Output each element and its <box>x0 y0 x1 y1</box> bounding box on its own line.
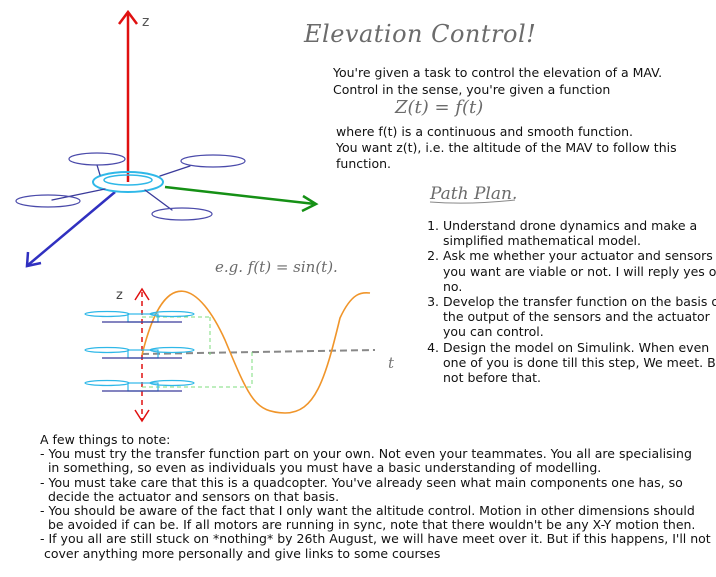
plot-z-label: z <box>116 288 123 303</box>
note-item: - If you all are still stuck on *nothing… <box>40 531 711 561</box>
note-item: - You should be aware of the fact that I… <box>40 503 696 533</box>
path-plan-step: Ask me whether your actuator and sensors… <box>443 248 716 294</box>
example-label: e.g. f(t) = sin(t). <box>215 258 338 276</box>
page-title: Elevation Control! <box>304 20 537 48</box>
quadcopter-sketch <box>15 152 246 221</box>
rotor-front-right <box>180 154 246 168</box>
plot-t-label: t <box>388 354 395 372</box>
path-plan-step: Understand drone dynamics and make a sim… <box>443 218 716 248</box>
path-plan-title: Path Plan. <box>430 184 518 204</box>
x-axis <box>27 191 116 266</box>
sine-plot <box>134 287 376 423</box>
desc-line-1: where f(t) is a continuous and smooth fu… <box>336 124 634 139</box>
desc-line-2: You want z(t), i.e. the altitude of the … <box>336 140 677 171</box>
y-axis <box>164 185 316 206</box>
sine-curve <box>141 290 371 414</box>
intro-line-2: Control in the sense, you're given a fun… <box>333 82 611 97</box>
notes-heading: A few things to note: <box>40 432 171 447</box>
rotor-back-right <box>151 207 213 221</box>
y-axis-arrowhead <box>301 194 319 213</box>
note-item: - You must take care that this is a quad… <box>40 474 683 504</box>
quadcopter-axes <box>25 9 319 268</box>
drone-side-middle <box>84 346 195 359</box>
note-item: - You must try the transfer function par… <box>40 446 692 476</box>
axis-z-label: z <box>142 14 149 30</box>
notes-section: A few things to note: - You must try the… <box>40 432 716 561</box>
intro-line-1: You're given a task to control the eleva… <box>333 65 663 80</box>
function-description: where f(t) is a continuous and smooth fu… <box>336 124 706 172</box>
function-formula: Z(t) = f(t) <box>395 97 484 118</box>
drone-side-bottom <box>84 379 195 392</box>
path-plan-steps: Understand drone dynamics and make a sim… <box>425 218 716 385</box>
drone-body <box>92 171 164 193</box>
x-axis-arrowhead <box>25 251 42 268</box>
path-plan-step: Design the model on Simulink. When even … <box>443 340 716 386</box>
path-plan-step: Develop the transfer function on the bas… <box>443 294 716 340</box>
drone-side-views <box>84 310 195 392</box>
drone-side-top <box>84 310 195 323</box>
plot-t-axis <box>141 349 376 355</box>
z-axis-arrowhead <box>118 9 138 25</box>
rotor-front-left <box>68 152 126 166</box>
intro-block: You're given a task to control the eleva… <box>333 64 662 98</box>
rotor-back-left <box>15 194 81 208</box>
